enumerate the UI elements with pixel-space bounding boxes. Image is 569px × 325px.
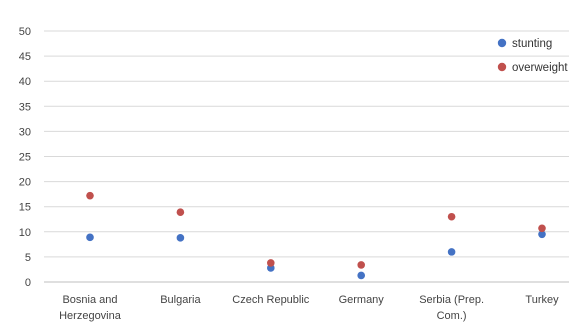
stunting-legend-label: stunting: [512, 38, 552, 50]
stunting-point: [447, 248, 456, 256]
gridlines: [44, 30, 569, 283]
overweight-point: [357, 261, 366, 269]
y-tick-label: 15: [19, 202, 31, 214]
overweight-legend-marker: [497, 62, 507, 72]
stunting-point: [176, 234, 185, 242]
y-tick-label: 45: [19, 51, 31, 63]
overweight-legend-label: overweight: [512, 62, 568, 74]
x-category-label: Bosnia and Herzegovina: [59, 294, 122, 322]
y-tick-label: 30: [19, 126, 31, 138]
overweight-point: [176, 208, 185, 217]
overweight-point: [267, 259, 275, 267]
x-category-label: Bulgaria: [160, 294, 201, 306]
y-tick-label: 40: [19, 76, 31, 88]
y-tick-label: 35: [19, 101, 31, 113]
x-category-label: Turkey: [525, 294, 559, 306]
y-tick-label: 10: [19, 227, 31, 239]
overweight-point: [447, 212, 456, 221]
legend: stunting overweight: [497, 38, 568, 74]
y-tick-label: 25: [19, 152, 31, 164]
x-axis-categories: Bosnia and Herzegovina Bulgaria Czech Repub…: [59, 294, 559, 322]
y-tick-label: 20: [19, 177, 31, 189]
y-tick-label: 50: [19, 26, 31, 38]
overweight-point: [86, 191, 94, 200]
x-category-label: Serbia (Prep. Com.): [419, 294, 484, 322]
y-tick-label: 0: [25, 277, 31, 289]
data-points: [86, 191, 546, 280]
stunting-point: [86, 233, 94, 242]
overweight-point: [538, 224, 546, 233]
stunting-legend-marker: [497, 38, 507, 48]
y-tick-label: 5: [25, 252, 31, 264]
y-axis-ticks: 0 5 10 15 20 25 30 35 40 45 50: [19, 26, 31, 289]
stunting-point: [538, 230, 546, 239]
x-category-label: Czech Republic: [232, 294, 310, 306]
x-category-label: Germany: [339, 294, 385, 306]
stunting-point: [357, 271, 366, 280]
